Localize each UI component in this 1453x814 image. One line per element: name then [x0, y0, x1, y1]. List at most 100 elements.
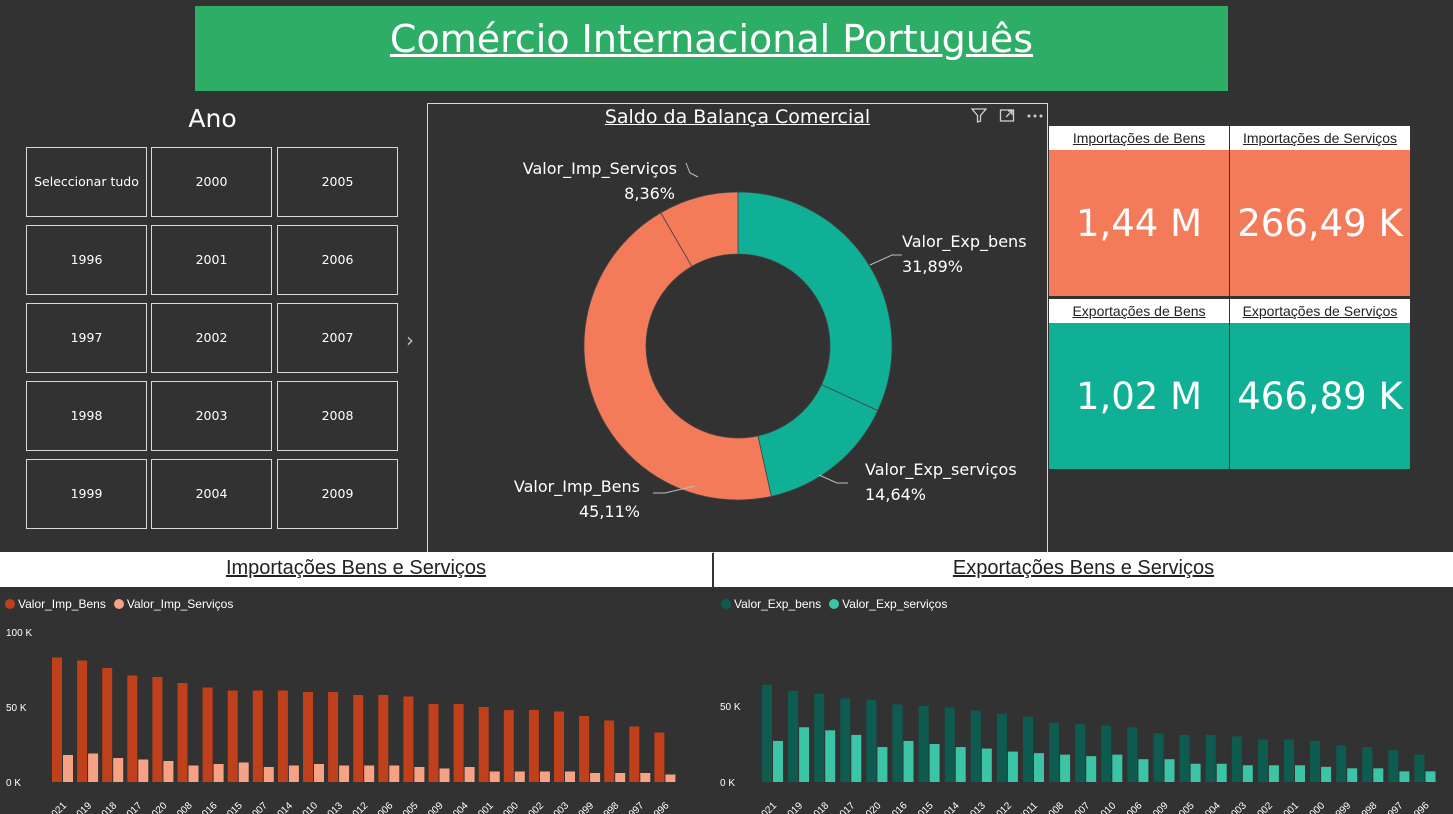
bar[interactable] — [970, 710, 981, 782]
bar[interactable] — [1127, 727, 1138, 782]
bar[interactable] — [773, 740, 783, 782]
slicer-tile[interactable]: 1996 — [26, 225, 147, 295]
slicer-tile[interactable]: 1999 — [26, 459, 147, 529]
bar[interactable] — [918, 706, 929, 782]
bar[interactable] — [1034, 753, 1044, 782]
slicer-tile[interactable]: 2002 — [151, 303, 272, 373]
bar[interactable] — [1101, 725, 1112, 782]
bar[interactable] — [303, 692, 313, 782]
bar[interactable] — [1310, 740, 1321, 782]
bar[interactable] — [63, 755, 73, 782]
bar[interactable] — [489, 771, 500, 783]
bar[interactable] — [378, 695, 389, 782]
bar[interactable] — [227, 690, 238, 783]
bar[interactable] — [1295, 765, 1305, 782]
bar[interactable] — [1086, 756, 1097, 782]
bar[interactable] — [579, 716, 590, 782]
slicer-tile[interactable]: 2000 — [151, 147, 272, 217]
bar[interactable] — [263, 767, 274, 782]
chevron-right-icon[interactable]: › — [406, 328, 414, 352]
bar[interactable] — [799, 727, 810, 782]
bar[interactable] — [127, 675, 138, 783]
slicer-tile[interactable]: 1997 — [26, 303, 147, 373]
bar[interactable] — [762, 684, 772, 782]
slicer-tile[interactable]: 2003 — [151, 381, 272, 451]
bar[interactable] — [1075, 724, 1086, 782]
bar[interactable] — [1242, 765, 1253, 782]
bar[interactable] — [539, 771, 550, 783]
bar[interactable] — [1153, 733, 1164, 782]
bar[interactable] — [1257, 739, 1268, 782]
bar[interactable] — [238, 762, 249, 783]
bar[interactable] — [1321, 766, 1332, 782]
bar[interactable] — [1190, 763, 1201, 782]
bar[interactable] — [565, 771, 575, 783]
bar[interactable] — [138, 759, 149, 783]
legend-item[interactable]: Valor_Imp_Bens — [5, 597, 106, 611]
bar[interactable] — [1205, 734, 1216, 782]
bar[interactable] — [113, 758, 124, 782]
bar[interactable] — [1284, 739, 1294, 782]
slicer-tile[interactable]: 2009 — [277, 459, 398, 529]
bar[interactable] — [1060, 754, 1071, 782]
legend-item[interactable]: Valor_Exp_serviços — [829, 597, 947, 611]
slicer-tile[interactable]: 2006 — [277, 225, 398, 295]
bar[interactable] — [403, 696, 414, 783]
bar[interactable] — [615, 773, 626, 782]
slicer-tile-select-all[interactable]: Seleccionar tudo — [26, 147, 147, 217]
bar[interactable] — [981, 748, 992, 782]
bar[interactable] — [1179, 734, 1190, 782]
bar[interactable] — [1138, 759, 1149, 782]
filter-icon[interactable] — [970, 108, 988, 127]
bar[interactable] — [604, 720, 615, 783]
slicer-tile[interactable]: 1998 — [26, 381, 147, 451]
bar[interactable] — [464, 767, 475, 782]
bar[interactable] — [213, 764, 224, 782]
slicer-tile[interactable]: 2008 — [277, 381, 398, 451]
bar[interactable] — [929, 744, 940, 782]
slicer-tile[interactable]: 2005 — [277, 147, 398, 217]
bar[interactable] — [654, 732, 665, 783]
bar[interactable] — [1347, 768, 1358, 782]
bar[interactable] — [328, 692, 339, 782]
bar[interactable] — [892, 704, 903, 782]
bar[interactable] — [955, 747, 966, 782]
bar[interactable] — [202, 687, 213, 783]
bar[interactable] — [252, 690, 263, 783]
bar[interactable] — [629, 726, 640, 783]
bar[interactable] — [1268, 765, 1279, 782]
bar[interactable] — [177, 683, 188, 782]
bar[interactable] — [1388, 750, 1399, 782]
bar[interactable] — [1216, 763, 1227, 782]
bar[interactable] — [163, 761, 174, 782]
bar[interactable] — [996, 713, 1007, 782]
bar[interactable] — [554, 711, 564, 783]
bar[interactable] — [439, 768, 450, 783]
bar[interactable] — [825, 730, 836, 782]
bar[interactable] — [414, 767, 425, 782]
slicer-tile[interactable]: 2001 — [151, 225, 272, 295]
slicer-tile[interactable]: 2004 — [151, 459, 272, 529]
donut-slice[interactable] — [583, 212, 772, 501]
bar[interactable] — [453, 704, 464, 782]
donut-slice[interactable] — [660, 191, 739, 267]
bar[interactable] — [1425, 771, 1436, 782]
legend-item[interactable]: Valor_Exp_bens — [721, 597, 821, 611]
bar[interactable] — [528, 710, 539, 782]
bar[interactable] — [1336, 745, 1347, 782]
bar[interactable] — [188, 765, 199, 783]
bar[interactable] — [288, 765, 299, 783]
bar[interactable] — [840, 698, 851, 782]
bar[interactable] — [944, 707, 955, 782]
bar[interactable] — [903, 740, 914, 782]
bar[interactable] — [389, 765, 400, 783]
bar[interactable] — [590, 773, 601, 782]
bar[interactable] — [640, 773, 651, 782]
bar[interactable] — [353, 695, 364, 782]
bar[interactable] — [814, 693, 825, 782]
bar[interactable] — [77, 660, 88, 783]
bar[interactable] — [866, 699, 877, 782]
bar[interactable] — [52, 657, 62, 783]
bar[interactable] — [1007, 751, 1018, 782]
bar[interactable] — [277, 690, 288, 783]
